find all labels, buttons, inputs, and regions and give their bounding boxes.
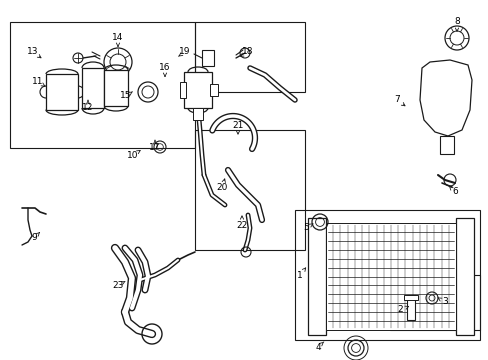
Bar: [195, 22, 305, 92]
Bar: [183, 72, 212, 108]
Bar: [325, 223, 455, 330]
Bar: [46, 74, 78, 110]
Text: 1: 1: [297, 270, 302, 279]
Text: 11: 11: [32, 77, 43, 86]
Bar: [104, 70, 128, 106]
Text: 7: 7: [393, 95, 399, 104]
Bar: [202, 50, 214, 66]
Text: 5: 5: [303, 224, 308, 233]
Bar: [403, 295, 417, 300]
Text: 19: 19: [179, 48, 190, 57]
Text: 3: 3: [441, 297, 447, 306]
Text: 23: 23: [112, 280, 123, 289]
Bar: [209, 84, 218, 96]
Bar: [195, 130, 305, 250]
Text: 17: 17: [149, 144, 161, 153]
Text: 6: 6: [451, 188, 457, 197]
Bar: [439, 136, 453, 154]
Text: 12: 12: [82, 104, 94, 112]
Text: 15: 15: [120, 91, 131, 100]
Bar: [10, 22, 195, 148]
Bar: [82, 68, 104, 108]
Text: 13: 13: [27, 48, 39, 57]
Text: 14: 14: [112, 33, 123, 42]
Polygon shape: [419, 60, 471, 136]
Bar: [180, 82, 185, 98]
Text: 22: 22: [236, 220, 247, 230]
Text: 4: 4: [315, 342, 320, 351]
Text: 21: 21: [232, 121, 243, 130]
Bar: [307, 218, 325, 335]
Bar: [455, 218, 473, 335]
Text: 20: 20: [216, 184, 227, 193]
Text: 18: 18: [242, 48, 253, 57]
Bar: [389, 275, 479, 330]
Text: 8: 8: [453, 18, 459, 27]
Text: 16: 16: [159, 63, 170, 72]
Text: 10: 10: [127, 150, 139, 159]
Bar: [406, 295, 414, 320]
Bar: [193, 108, 203, 120]
Bar: [294, 210, 479, 340]
Text: 9: 9: [31, 234, 37, 243]
Text: 2: 2: [396, 306, 402, 315]
